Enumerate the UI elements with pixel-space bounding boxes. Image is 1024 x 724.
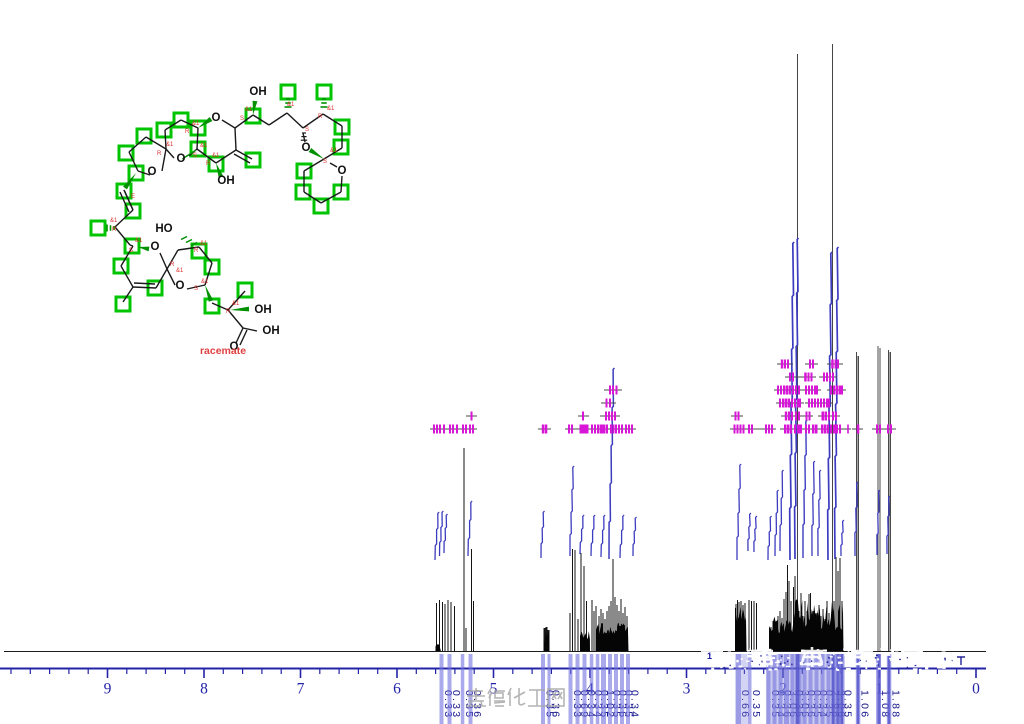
svg-text:O: O (148, 166, 157, 178)
svg-text:R: R (112, 227, 117, 233)
svg-text:S: S (240, 116, 244, 122)
svg-text:O: O (230, 341, 239, 353)
svg-text:O: O (151, 241, 160, 253)
svg-text:&1: &1 (200, 143, 208, 149)
svg-text:O: O (176, 280, 185, 292)
svg-text:R: R (226, 309, 231, 315)
svg-text:S: S (194, 286, 198, 292)
svg-text:OH: OH (254, 304, 271, 316)
svg-text:R: R (170, 262, 175, 268)
svg-text:&1: &1 (232, 301, 240, 307)
svg-text:&1: &1 (200, 241, 208, 247)
svg-text:&1: &1 (135, 238, 143, 244)
svg-text:S: S (305, 127, 309, 133)
svg-text:R: R (318, 114, 323, 120)
svg-text:E: E (131, 194, 135, 200)
svg-text:0.33: 0.33 (450, 690, 462, 719)
svg-text:1.88: 1.88 (890, 690, 902, 719)
svg-text:3: 3 (683, 681, 691, 698)
svg-text:R: R (157, 151, 162, 157)
svg-text:0.36: 0.36 (471, 690, 483, 719)
svg-text:&1: &1 (245, 107, 253, 113)
svg-text:S: S (129, 248, 133, 254)
svg-text:1: 1 (707, 651, 712, 661)
svg-text:&1: &1 (287, 102, 295, 108)
svg-text:2: 2 (779, 681, 787, 698)
svg-text:O: O (212, 112, 221, 124)
svg-text:&1: &1 (201, 279, 209, 285)
svg-text:1.06: 1.06 (859, 690, 871, 719)
svg-text:OH: OH (249, 86, 266, 98)
svg-text:0: 0 (972, 681, 980, 698)
svg-text:O: O (338, 165, 347, 177)
svg-text:&1: &1 (212, 153, 220, 159)
svg-text:R: R (185, 129, 190, 135)
svg-text:&1: &1 (192, 121, 200, 127)
svg-text:&1: &1 (176, 268, 184, 274)
svg-text:OH: OH (262, 325, 279, 337)
svg-text:0.35: 0.35 (750, 690, 762, 719)
svg-text:S: S (193, 153, 197, 159)
svg-text:&1: &1 (330, 148, 338, 154)
svg-text:&1: &1 (327, 106, 335, 112)
svg-text:HO: HO (155, 223, 172, 235)
svg-text:0.34: 0.34 (629, 690, 641, 719)
svg-text:O: O (302, 142, 311, 154)
svg-text:racemate: racemate (200, 345, 246, 357)
svg-text:&1: &1 (166, 142, 174, 148)
svg-text:S: S (323, 159, 327, 165)
svg-text:6: 6 (393, 681, 401, 698)
svg-text:5: 5 (490, 681, 498, 698)
svg-text:9: 9 (104, 681, 112, 698)
svg-text:OH: OH (217, 175, 234, 187)
svg-text:R: R (206, 161, 211, 167)
svg-text:O: O (177, 153, 186, 165)
svg-text:8: 8 (200, 681, 208, 698)
svg-text:&1: &1 (110, 218, 118, 224)
svg-text:R: R (194, 248, 199, 254)
svg-text:7: 7 (297, 681, 305, 698)
svg-text:0.35: 0.35 (842, 690, 854, 719)
